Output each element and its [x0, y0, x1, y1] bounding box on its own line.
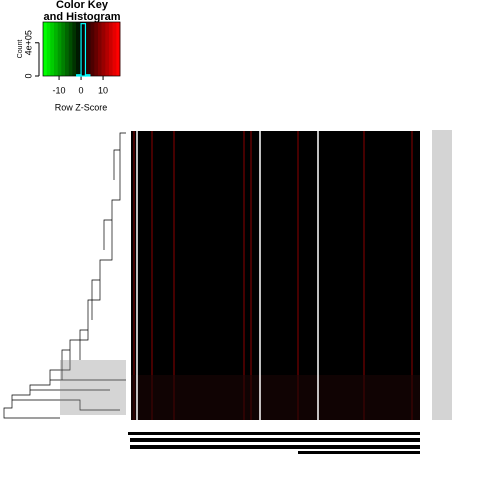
key-swatch [54, 22, 58, 76]
key-swatch [65, 22, 69, 76]
x-tick-label: 0 [79, 85, 84, 95]
heatmap [131, 131, 420, 420]
key-swatch [101, 22, 106, 76]
key-swatch [72, 22, 77, 76]
key-swatch [61, 22, 66, 76]
x-tick-label: -10 [53, 85, 66, 95]
heatmap-streaks [133, 131, 413, 420]
x-axis-label: Row Z-Score [55, 102, 108, 112]
key-swatch [76, 22, 80, 76]
y-tick-label: 0 [23, 73, 33, 78]
key-swatch [112, 22, 117, 76]
key-swatch [68, 22, 73, 76]
key-swatch [105, 22, 110, 76]
dendrogram-shade [60, 360, 126, 415]
y-axis-label: Count [17, 40, 24, 59]
y-tick-label: 4e+05 [23, 30, 33, 55]
heatmap-noise [131, 375, 420, 420]
key-swatch [50, 22, 55, 76]
key-title: Color Key [56, 0, 109, 11]
row-labels [432, 130, 452, 420]
key-swatch [43, 22, 47, 76]
key-title: and Histogram [43, 11, 120, 23]
x-tick-label: 10 [98, 85, 108, 95]
heatmap-separators [136, 131, 319, 420]
dendrogram [3, 132, 126, 419]
histogram-bar [84, 74, 91, 77]
key-swatch [98, 22, 102, 76]
key-swatch [109, 22, 113, 76]
key-swatch [46, 22, 51, 76]
key-swatch [94, 22, 99, 76]
key-swatch [116, 22, 121, 76]
histogram-bar [80, 23, 87, 77]
key-swatch [90, 22, 95, 76]
heatmap-body [131, 131, 420, 420]
column-labels [128, 432, 420, 454]
key-swatch [57, 22, 62, 76]
key-swatch [87, 22, 91, 76]
